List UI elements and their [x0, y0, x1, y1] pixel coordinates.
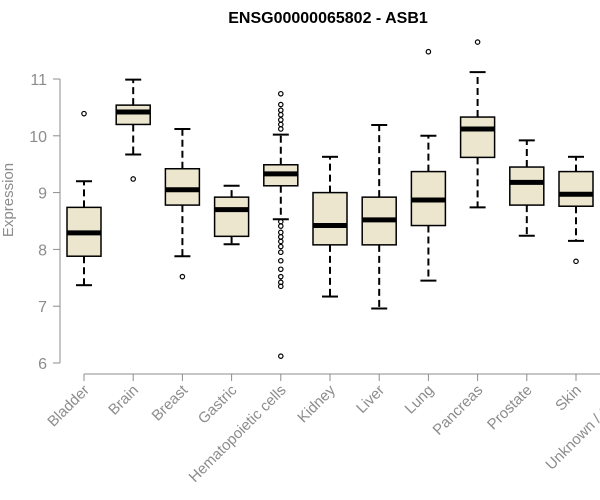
x-tick-label: Breast	[149, 381, 192, 424]
x-tick-label: Hematopoietic cells	[186, 382, 290, 486]
outlier-point	[277, 249, 284, 256]
outlier-point	[277, 257, 284, 264]
boxes-layer	[66, 39, 594, 359]
outlier-point	[277, 107, 284, 114]
outlier-point	[277, 101, 284, 108]
x-tick-label: Kidney	[294, 381, 339, 426]
box-group	[66, 110, 102, 287]
outlier-point	[277, 126, 284, 132]
x-tick-label: Gastric	[195, 381, 241, 427]
outlier-point	[277, 121, 284, 128]
outlier-point	[179, 273, 186, 280]
outlier-point	[277, 353, 284, 359]
outlier-point	[277, 117, 284, 123]
box-group	[263, 90, 299, 359]
outlier-point	[277, 111, 284, 118]
chart-title: ENSG00000065802 - ASB1	[228, 10, 428, 27]
box-iqr	[164, 167, 201, 206]
outlier-point	[130, 176, 137, 182]
axes: 6 7 8 9 10 11	[29, 72, 600, 381]
outlier-point	[277, 90, 284, 97]
y-tick-label: 9	[38, 186, 47, 203]
outlier-point	[277, 273, 284, 280]
box-group	[410, 48, 447, 282]
x-tick-label: Brain	[105, 382, 142, 419]
outlier-point	[277, 266, 284, 273]
y-tick-label: 7	[38, 299, 47, 316]
x-tick-label: Skin	[552, 382, 585, 415]
x-tick-label: Prostate	[484, 382, 536, 434]
x-tick-label: Pancreas	[430, 382, 487, 439]
box-group	[558, 155, 594, 265]
outlier-point	[573, 258, 579, 265]
box-iqr	[115, 104, 151, 126]
outlier-point	[277, 234, 284, 240]
outlier-point	[81, 110, 87, 117]
outlier-point	[425, 48, 432, 55]
box-iqr	[213, 196, 250, 238]
box-iqr	[459, 116, 496, 159]
box-iqr	[558, 170, 594, 207]
box-iqr	[312, 191, 348, 246]
y-tick-label: 8	[38, 242, 47, 259]
x-tick-label: Liver	[353, 382, 388, 417]
x-tick-label: Bladder	[44, 382, 93, 431]
outlier-point	[474, 39, 481, 45]
box-group	[164, 127, 201, 280]
box-group	[459, 39, 496, 209]
y-tick-label: 6	[38, 356, 47, 373]
outlier-point	[277, 229, 284, 236]
box-group	[509, 139, 545, 237]
box-group	[213, 184, 250, 246]
y-tick-label: 10	[29, 129, 47, 146]
y-axis-label: Expression	[0, 163, 17, 237]
box-group	[115, 78, 151, 182]
box-iqr	[509, 166, 545, 206]
box-group	[361, 124, 397, 310]
x-tick-label: Lung	[402, 382, 438, 418]
outlier-point	[277, 223, 284, 229]
box-group	[312, 155, 348, 298]
outlier-point	[277, 243, 284, 250]
outlier-point	[277, 238, 284, 245]
y-tick-label: 11	[30, 72, 47, 89]
outlier-point	[277, 283, 284, 290]
